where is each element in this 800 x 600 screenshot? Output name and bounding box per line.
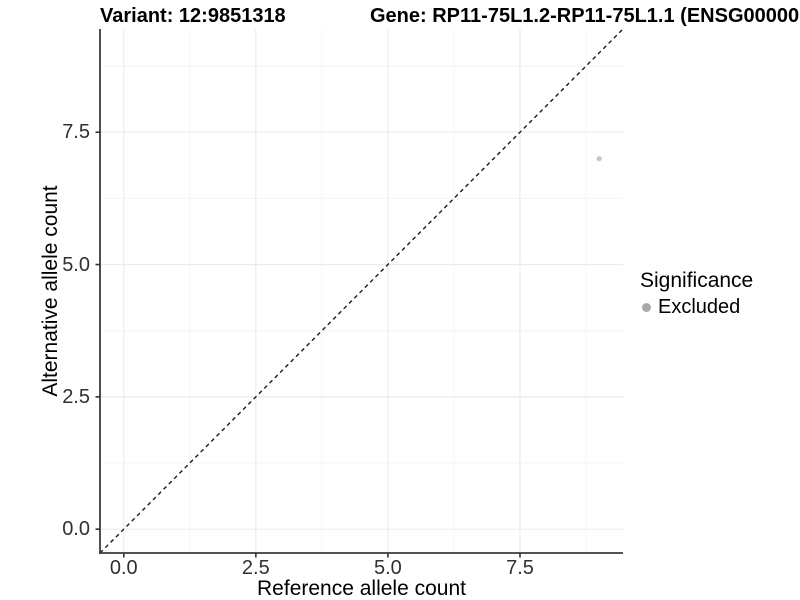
legend-item-label: Excluded — [658, 296, 741, 318]
legend-item-excluded: Excluded — [642, 295, 753, 319]
x-tick-label: 0.0 — [109, 557, 138, 579]
gene-title: Gene: RP11-75L1.2-RP11-75L1.1 (ENSG00000 — [370, 5, 800, 27]
identity-reference-line — [99, 28, 624, 554]
x-tick-label: 5.0 — [374, 557, 402, 579]
data-point — [596, 156, 602, 162]
y-axis-title: Alternative allele count — [39, 185, 62, 397]
y-tick-label: 2.5 — [62, 385, 90, 408]
x-axis-title: Reference allele count — [257, 577, 466, 600]
legend-title: Significance — [640, 269, 754, 292]
excluded-point-icon — [642, 302, 651, 312]
variant-title: Variant: 12:9851318 — [100, 5, 286, 27]
legend: Significance Excluded — [640, 269, 753, 319]
x-tick-label: 2.5 — [241, 557, 270, 579]
y-tick-label: 7.5 — [62, 121, 90, 144]
x-tick-label: 7.5 — [506, 557, 534, 579]
y-tick-label: 0.0 — [62, 518, 90, 541]
y-tick-label: 5.0 — [62, 253, 90, 276]
